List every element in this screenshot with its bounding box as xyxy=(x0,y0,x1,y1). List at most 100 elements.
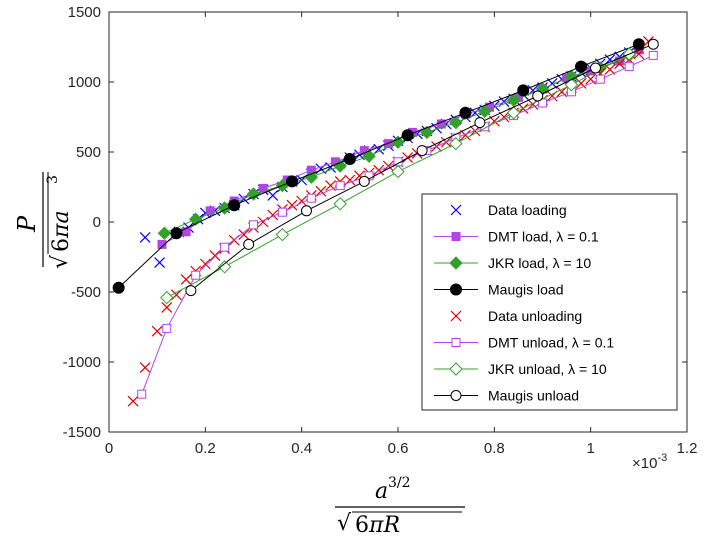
svg-text:3/2: 3/2 xyxy=(388,475,411,491)
y-tick-label: -1500 xyxy=(63,424,101,441)
svg-text:√: √ xyxy=(337,511,352,536)
data-point xyxy=(477,104,492,119)
legend-entry: DMT unload, λ = 0.1 xyxy=(434,335,614,351)
series-3 xyxy=(112,38,645,294)
data-point xyxy=(246,187,261,201)
data-point xyxy=(139,362,151,374)
series-2 xyxy=(157,48,636,240)
svg-text:6πa: 6πa xyxy=(49,210,74,252)
data-point xyxy=(217,260,232,274)
data-point xyxy=(286,199,298,211)
legend-label: DMT unload, λ = 0.1 xyxy=(488,335,614,351)
data-point xyxy=(343,153,356,165)
data-point xyxy=(228,199,241,212)
legend-marker xyxy=(450,390,462,401)
x-axis-multiplier: ×10-3 xyxy=(632,452,667,472)
data-point xyxy=(335,181,345,191)
data-point xyxy=(306,193,316,203)
data-point xyxy=(127,395,139,407)
legend-label: JKR load, λ = 10 xyxy=(488,255,591,271)
data-point xyxy=(157,226,172,240)
data-point xyxy=(160,290,174,305)
data-point xyxy=(220,242,230,252)
data-point xyxy=(171,289,182,301)
y-tick-label: 1000 xyxy=(68,74,101,91)
data-point xyxy=(137,389,147,399)
legend-marker xyxy=(450,283,462,296)
data-point xyxy=(267,189,279,201)
data-point xyxy=(391,135,405,149)
legend-label: Maugis unload xyxy=(488,388,579,404)
x-tick-label: 0.6 xyxy=(388,440,409,457)
legend-marker xyxy=(451,232,461,241)
data-point xyxy=(154,257,165,269)
data-point xyxy=(275,227,290,242)
data-point xyxy=(112,281,125,294)
x-tick-label: 0.4 xyxy=(291,440,312,457)
data-point xyxy=(391,164,405,179)
data-point xyxy=(209,250,221,262)
data-point xyxy=(373,164,385,176)
data-point xyxy=(205,206,215,216)
legend-label: JKR unload, λ = 10 xyxy=(488,361,607,377)
data-point xyxy=(575,60,588,73)
data-point xyxy=(416,145,428,157)
y-tick-label: -1000 xyxy=(63,354,101,371)
legend-marker xyxy=(450,310,462,322)
legend-entry: Data loading xyxy=(450,202,567,218)
data-point xyxy=(315,185,327,197)
data-point xyxy=(185,285,197,297)
data-point xyxy=(333,197,347,211)
series-line xyxy=(118,43,639,289)
data-point xyxy=(162,323,172,333)
data-point xyxy=(358,175,370,187)
data-point xyxy=(191,270,201,280)
legend-entry: DMT load, λ = 0.1 xyxy=(434,229,599,245)
data-point xyxy=(460,129,471,141)
data-point xyxy=(556,86,568,98)
data-marks xyxy=(112,35,659,407)
legend-marker xyxy=(449,256,463,270)
data-point xyxy=(258,183,268,193)
series-7 xyxy=(185,38,659,297)
svg-text:P: P xyxy=(13,215,41,233)
y-axis-label: P √ 6πa 3 xyxy=(13,172,74,269)
data-point xyxy=(300,205,312,217)
series-6 xyxy=(160,47,636,305)
legend-entry: JKR unload, λ = 10 xyxy=(434,361,607,377)
data-point xyxy=(151,325,163,337)
data-point xyxy=(243,238,255,250)
data-point xyxy=(517,84,530,97)
data-point xyxy=(459,106,472,119)
data-point xyxy=(362,149,376,163)
data-point xyxy=(180,273,192,285)
data-point xyxy=(595,74,605,84)
data-point xyxy=(474,117,486,129)
legend-marker xyxy=(449,362,463,376)
legend-entry: JKR load, λ = 10 xyxy=(434,255,591,271)
data-point xyxy=(401,129,414,142)
legend-box xyxy=(421,193,678,411)
x-tick-label: 0 xyxy=(105,440,113,457)
data-point xyxy=(589,62,601,74)
x-tick-label: 1 xyxy=(586,440,594,457)
svg-text:a: a xyxy=(375,479,388,504)
data-point xyxy=(633,48,645,60)
legend-marker xyxy=(451,338,461,347)
data-point xyxy=(449,115,463,130)
x-axis-label: a 3/2 √ 6πR xyxy=(335,475,465,537)
data-point xyxy=(624,62,634,72)
svg-text:6πR: 6πR xyxy=(355,513,400,537)
data-point xyxy=(161,301,173,313)
data-point xyxy=(157,239,167,249)
legend-label: Data loading xyxy=(488,202,567,218)
y-tick-label: 0 xyxy=(93,214,101,231)
data-point xyxy=(286,175,299,188)
x-tick-label: 1.2 xyxy=(677,440,698,457)
legend-label: Data unloading xyxy=(488,308,582,324)
data-point xyxy=(532,90,544,102)
y-tick-label: 500 xyxy=(76,144,101,161)
legend-marker xyxy=(450,204,462,216)
legend-label: Maugis load xyxy=(488,282,564,298)
